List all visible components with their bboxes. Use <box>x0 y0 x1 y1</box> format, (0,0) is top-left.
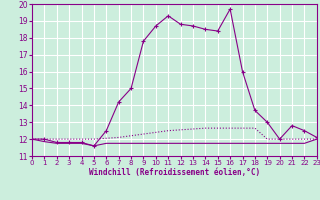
X-axis label: Windchill (Refroidissement éolien,°C): Windchill (Refroidissement éolien,°C) <box>89 168 260 177</box>
